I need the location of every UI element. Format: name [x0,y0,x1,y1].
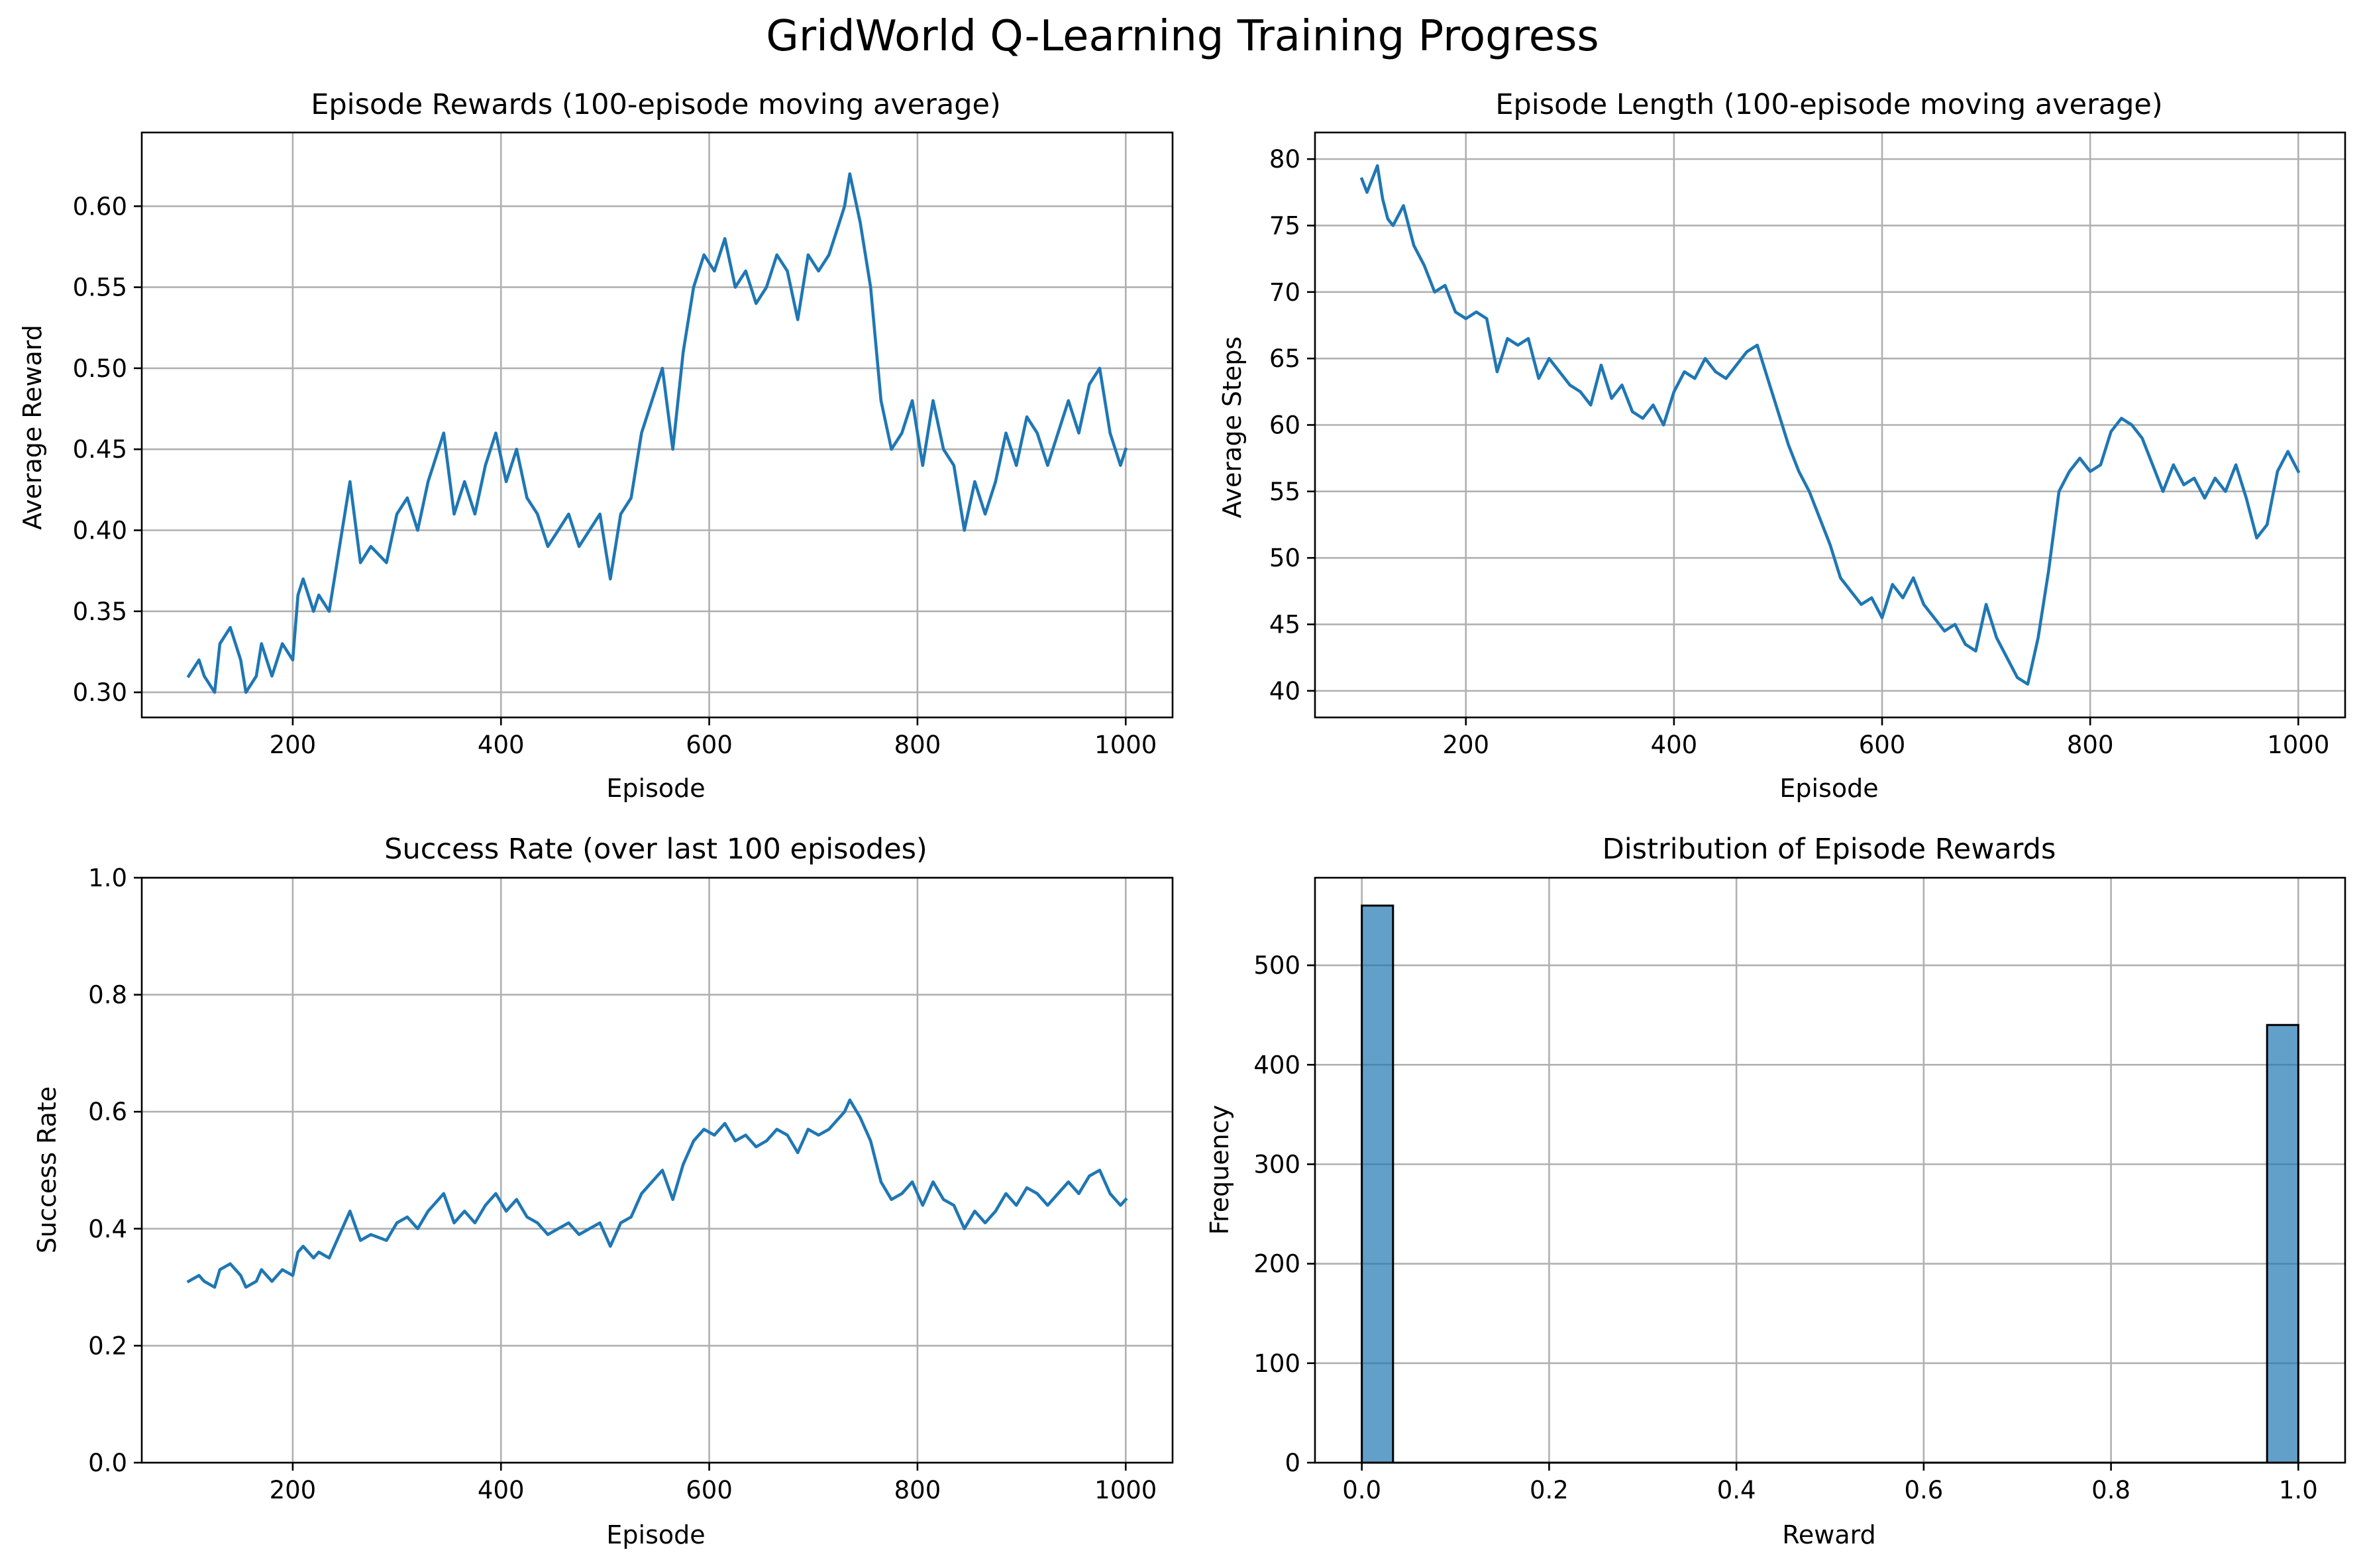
success-ytick-label: 1.0 [88,864,127,892]
histogram-xtick-label: 0.2 [1530,1476,1569,1504]
length-xlabel: Episode [1779,774,1878,803]
success-ytick-label: 0.2 [88,1332,127,1360]
length-ylabel: Average Steps [1218,337,1247,518]
length-title: Episode Length (100-episode moving avera… [1495,88,2162,121]
success-xtick-label: 800 [894,1476,941,1504]
histogram-xtick-label: 0.8 [2091,1476,2130,1504]
success-subplot: Success Rate (over last 100 episodes) Ep… [32,833,1174,1549]
histogram-grid [1315,878,2345,1464]
success-ytick-label: 0.8 [88,981,127,1010]
histogram-bar [1361,904,1394,1464]
success-ticks: 200 400 600 800 1000 0.0 0.2 0.4 0.6 0.8 1.0 [88,864,1157,1504]
length-ytick-label: 75 [1269,211,1300,240]
rewards-xlabel: Episode [606,774,705,803]
histogram-ytick-label: 100 [1253,1349,1300,1378]
success-xtick-label: 400 [478,1476,525,1504]
rewards-xtick-label: 400 [478,731,525,759]
rewards-xtick-label: 200 [270,731,317,759]
success-xtick-label: 1000 [1094,1476,1157,1504]
histogram-xtick-label: 0.4 [1717,1476,1756,1504]
histogram-axes-frame [1314,876,2346,1464]
length-grid [1315,132,2345,717]
success-xtick-label: 200 [270,1476,317,1504]
rewards-ytick-label: 0.35 [73,598,127,626]
histogram-xtick-label: 0.6 [1904,1476,1943,1504]
histogram-xtick-label: 1.0 [2279,1476,2318,1504]
length-xtick-label: 200 [1442,731,1489,759]
length-ticks: 200 400 600 800 1000 40 45 50 55 60 65 70 75 80 [1269,145,2329,759]
histogram-title: Distribution of Episode Rewards [1603,833,2056,866]
success-ylabel: Success Rate [32,1086,62,1253]
rewards-xtick-label: 1000 [1094,731,1157,759]
rewards-ytick-label: 0.60 [73,192,127,221]
length-ytick-label: 40 [1269,677,1300,706]
length-ytick-label: 55 [1269,478,1300,506]
length-xtick-label: 1000 [2267,731,2329,759]
rewards-ytick-label: 0.55 [73,274,127,302]
rewards-ticks: 200 400 600 800 1000 0.30 0.35 0.40 0.45 0.50 0.55… [73,192,1157,759]
histogram-subplot: Distribution of Episode Rewards Reward F… [1205,833,2346,1549]
length-xtick-label: 600 [1859,731,1906,759]
success-title: Success Rate (over last 100 episodes) [384,833,927,866]
length-series-line [1359,164,2301,686]
rewards-subplot: Episode Rewards (100-episode moving aver… [18,88,1174,803]
length-ytick-label: 70 [1269,278,1300,307]
histogram-xlabel: Reward [1782,1520,1876,1549]
success-ytick-label: 0.4 [88,1215,127,1243]
success-ytick-label: 0.6 [88,1098,127,1126]
success-series-line [186,1098,1128,1289]
histogram-ticks: 0.0 0.2 0.4 0.6 0.8 1.0 0 100 200 300 400 500 [1253,951,2317,1504]
rewards-axes-frame [140,131,1174,719]
rewards-series-line [186,172,1128,694]
rewards-ytick-label: 0.45 [73,435,127,464]
success-grid [142,876,1173,1464]
rewards-xtick-label: 800 [894,731,941,759]
length-ytick-label: 45 [1269,611,1300,639]
histogram-ytick-label: 0 [1285,1449,1300,1477]
length-subplot: Episode Length (100-episode moving avera… [1218,88,2346,803]
length-ytick-label: 80 [1269,145,1300,174]
histogram-xtick-label: 0.0 [1342,1476,1381,1504]
length-xtick-label: 400 [1651,731,1698,759]
rewards-xtick-label: 600 [686,731,733,759]
histogram-ytick-label: 500 [1253,951,1300,980]
success-ytick-label: 0.0 [88,1449,127,1477]
figure-suptitle: GridWorld Q-Learning Training Progress [766,12,1599,61]
length-xtick-label: 800 [2067,731,2114,759]
rewards-ylabel: Average Reward [18,325,47,530]
length-ytick-label: 50 [1269,544,1300,572]
success-axes-frame [140,876,1174,1464]
histogram-ylabel: Frequency [1205,1105,1234,1235]
rewards-title: Episode Rewards (100-episode moving aver… [311,88,1001,121]
histogram-ytick-label: 300 [1253,1150,1300,1178]
histogram-ytick-label: 200 [1253,1250,1300,1279]
length-ytick-label: 65 [1269,344,1300,373]
histogram-bars [1361,904,2299,1464]
success-xlabel: Episode [606,1520,705,1549]
histogram-ytick-label: 400 [1253,1051,1300,1079]
rewards-ytick-label: 0.40 [73,516,127,545]
rewards-ytick-label: 0.50 [73,354,127,383]
length-ytick-label: 60 [1269,411,1300,440]
success-xtick-label: 600 [686,1476,733,1504]
histogram-bar [2266,1023,2299,1464]
rewards-ytick-label: 0.30 [73,678,127,707]
